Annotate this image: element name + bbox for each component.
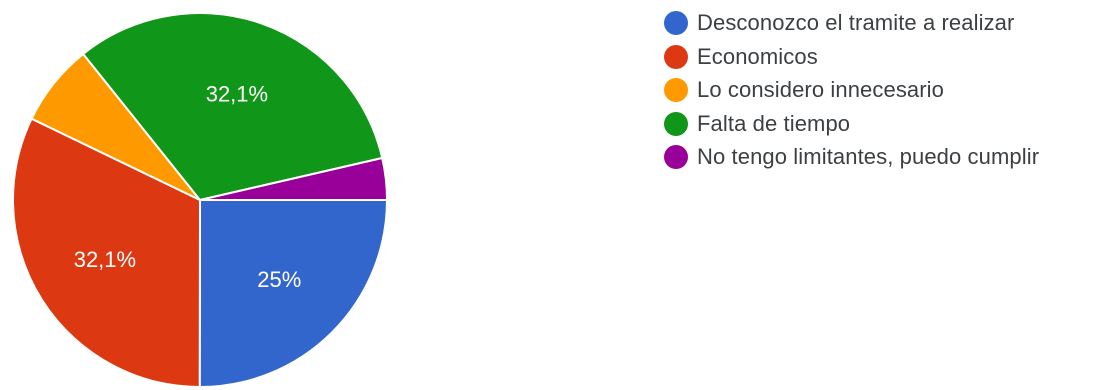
slice-label: 32,1%: [206, 82, 268, 107]
legend-label: Falta de tiempo: [697, 110, 851, 136]
pie-slice-desconozco-el-tramite-a-realizar[interactable]: [198, 199, 388, 389]
legend-label: Lo considero innecesario: [697, 77, 944, 102]
legend-swatch-icon: [664, 44, 688, 69]
legend-item-lo-considero-innecesario[interactable]: Lo considero innecesario: [664, 75, 1039, 105]
legend-swatch-icon: [664, 78, 688, 102]
legend-label: Economicos: [697, 43, 818, 69]
pie-slice-no-tengo-limitantes-puedo-cumplir[interactable]: [199, 157, 388, 201]
pie-slice-economicos[interactable]: [12, 117, 201, 388]
legend-item-desconozco-el-tramite-a-realizar[interactable]: Desconozco el tramite a realizar: [664, 8, 1039, 38]
legend-item-economicos[interactable]: Economicos: [664, 42, 1039, 72]
legend-swatch-icon: [664, 145, 688, 169]
legend-label: Desconozco el tramite a realizar: [697, 10, 1015, 35]
legend-item-falta-de-tiempo[interactable]: Falta de tiempo: [664, 109, 1039, 139]
legend-label: No tengo limitantes, puedo cumplir: [697, 144, 1040, 169]
legend-swatch-icon: [664, 11, 688, 35]
legend: Desconozco el tramite a realizar Economic…: [664, 8, 1039, 176]
pie-slice-falta-de-tiempo[interactable]: [82, 12, 384, 201]
slice-label: 25%: [257, 267, 301, 292]
slice-label: 32,1%: [74, 247, 136, 272]
legend-swatch-icon: [664, 111, 688, 136]
pie-chart: 25% 32,1% 32,1%: [12, 12, 388, 389]
legend-item-no-tengo-limitantes-puedo-cumplir[interactable]: No tengo limitantes, puedo cumplir: [664, 142, 1039, 172]
